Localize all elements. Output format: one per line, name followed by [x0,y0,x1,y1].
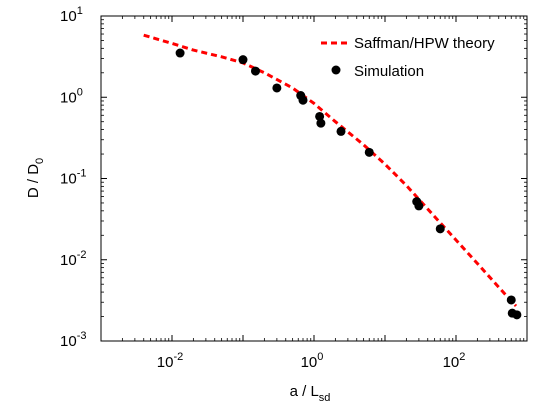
legend-simulation-marker [331,65,341,75]
simulation-point [175,48,185,58]
legend: Saffman/HPW theory Simulation [321,35,495,80]
plot-area-frame [100,15,528,342]
x-tick-label: 100 [301,351,324,371]
y-axis-label: D / D0 [25,158,46,198]
simulation-point [238,55,248,65]
simulation-point [512,310,522,320]
axis-ticks [100,15,528,342]
legend-theory-label: Saffman/HPW theory [354,35,495,52]
legend-simulation-label: Simulation [354,63,424,80]
x-tick-label: 10-2 [157,351,183,371]
x-axis-label: a / Lsd [290,383,331,404]
simulation-point [435,224,445,234]
simulation-point [298,95,308,105]
simulation-point [251,66,261,76]
y-tick-label: 10-3 [60,330,86,350]
y-tick-label: 101 [60,5,83,25]
x-tick-label: 102 [443,351,466,371]
y-tick-label: 10-1 [60,168,86,188]
theory-curve [143,33,518,308]
simulation-point [272,83,282,93]
simulation-point [414,201,424,211]
y-tick-label: 100 [60,86,83,106]
simulation-point [336,126,346,136]
simulation-point [506,295,516,305]
simulation-point [364,147,374,157]
simulation-point [315,111,325,121]
series-layer [143,33,522,320]
simulation-point [316,118,326,128]
y-tick-label: 10-2 [60,249,86,269]
